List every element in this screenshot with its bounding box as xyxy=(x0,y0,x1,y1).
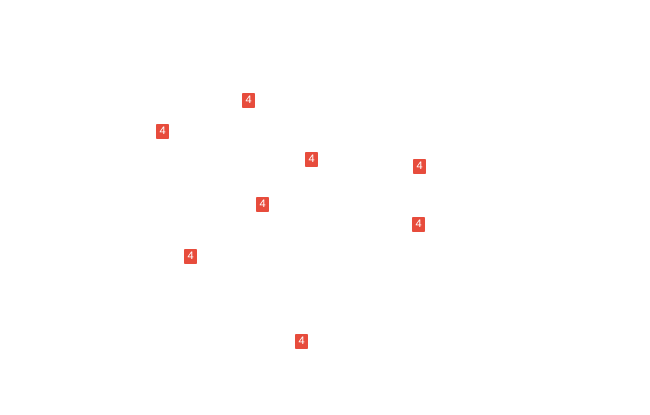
count-marker-badge[interactable]: 4 xyxy=(413,159,426,174)
count-marker-badge[interactable]: 4 xyxy=(295,334,308,349)
count-marker-badge[interactable]: 4 xyxy=(256,197,269,212)
count-marker-badge[interactable]: 4 xyxy=(242,93,255,108)
count-marker-badge[interactable]: 4 xyxy=(184,249,197,264)
count-marker-badge[interactable]: 4 xyxy=(412,217,425,232)
count-marker-badge[interactable]: 4 xyxy=(305,152,318,167)
count-marker-badge[interactable]: 4 xyxy=(156,124,169,139)
